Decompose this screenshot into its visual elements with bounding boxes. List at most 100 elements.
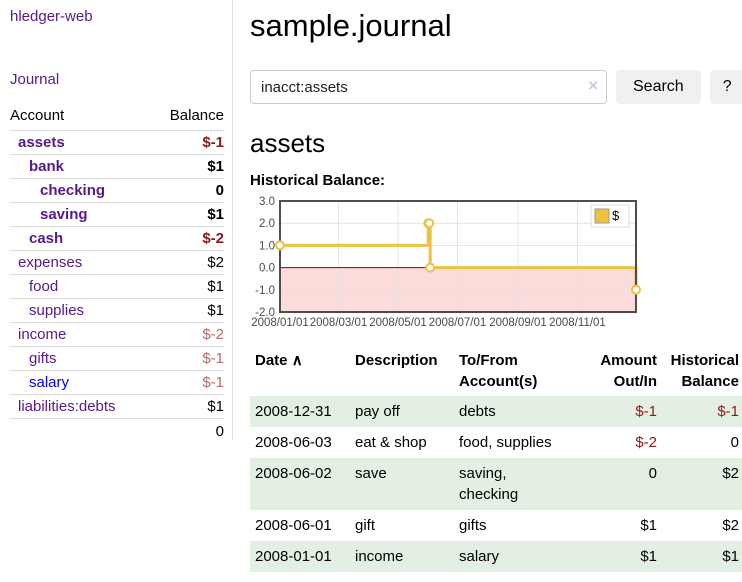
transaction-amount: $-1 (635, 403, 657, 420)
y-axis-tick-label: 1.0 (259, 240, 275, 252)
y-axis-tick-label: 2.0 (259, 218, 275, 230)
account-link-supplies[interactable]: supplies (29, 302, 85, 319)
transaction-date-link[interactable]: 2008-01-01 (255, 548, 332, 565)
accounts-header-account: Account (10, 107, 65, 124)
account-row: assets $-1 (10, 130, 224, 155)
register-header-historical: Historical Balance (670, 352, 739, 390)
transaction-description: save (355, 465, 387, 482)
search-box: × (250, 70, 607, 104)
account-row: supplies $1 (10, 298, 224, 323)
register-header-tofrom: To/From Account(s) (459, 352, 538, 390)
transaction-accounts: gifts (459, 517, 487, 534)
transaction-date-link[interactable]: 2008-06-02 (255, 465, 332, 482)
register-table: Date ∧ Description To/From Account(s) Am… (250, 346, 742, 572)
account-link-checking[interactable]: checking (40, 182, 106, 199)
x-axis-tick-label: 2008/07/01 (429, 317, 487, 329)
data-point-marker (275, 240, 285, 251)
account-link-salary[interactable]: salary (29, 374, 70, 391)
transaction-description: eat & shop (355, 434, 427, 451)
transaction-row: 2008-01-01 income salary $1 $1 (250, 541, 742, 572)
transaction-balance: 0 (730, 434, 739, 451)
account-balance: $1 (207, 278, 224, 295)
sort-ascending-icon: ∧ (291, 352, 303, 369)
account-row: food $1 (10, 274, 224, 299)
account-link-saving[interactable]: saving (40, 206, 88, 223)
data-point-marker (425, 262, 436, 273)
accounts-table: Account Balance assets $-1 bank $1 check… (10, 102, 224, 444)
search-input[interactable] (250, 70, 607, 104)
data-point-marker (424, 218, 435, 229)
chart-border (279, 200, 637, 313)
account-row: salary $-1 (10, 370, 224, 395)
transaction-accounts: salary (459, 548, 500, 565)
transaction-description: income (355, 548, 404, 565)
account-balance: $1 (207, 302, 224, 319)
transaction-date-link[interactable]: 2008-12-31 (255, 403, 332, 420)
legend-label: $ (612, 208, 620, 223)
account-link-liabilities-debts[interactable]: liabilities:debts (18, 398, 116, 415)
search-bar: × Search ? (250, 70, 742, 104)
register-header-date[interactable]: Date ∧ (255, 352, 303, 369)
account-row: gifts $-1 (10, 346, 224, 371)
transaction-description: pay off (355, 403, 400, 420)
transaction-accounts: debts (459, 403, 496, 420)
register-header-row: Date ∧ Description To/From Account(s) Am… (250, 346, 742, 396)
account-balance: $1 (207, 206, 224, 223)
transaction-balance: $2 (722, 517, 739, 534)
page-title: sample.journal (250, 8, 452, 43)
account-balance: $-1 (202, 134, 224, 151)
account-link-assets[interactable]: assets (18, 134, 65, 151)
transaction-date-link[interactable]: 2008-06-01 (255, 517, 332, 534)
accounts-header-row: Account Balance (10, 102, 224, 131)
transaction-amount: 0 (648, 465, 657, 482)
transaction-row: 2008-06-01 gift gifts $1 $2 (250, 510, 742, 541)
account-balance: 0 (215, 182, 224, 199)
account-balance: $-1 (202, 374, 224, 391)
sidebar: hledger-web Journal Account Balance asse… (0, 0, 233, 440)
account-link-food[interactable]: food (29, 278, 59, 295)
account-row: saving $1 (10, 202, 224, 227)
account-heading: assets (250, 128, 326, 158)
x-axis-tick-label: 2008/11/01 (549, 317, 606, 329)
transaction-accounts: food, supplies (459, 434, 552, 451)
account-link-income[interactable]: income (18, 326, 67, 343)
y-axis-tick-label: 3.0 (259, 196, 275, 208)
account-balance: $1 (207, 398, 224, 415)
account-balance: $-2 (202, 326, 224, 343)
transaction-amount: $1 (640, 517, 657, 534)
x-axis-tick-label: 2008/09/01 (489, 317, 547, 329)
account-link-expenses[interactable]: expenses (18, 254, 83, 271)
transaction-amount: $-2 (635, 434, 657, 451)
transaction-date-link[interactable]: 2008-06-03 (255, 434, 332, 451)
account-link-bank[interactable]: bank (29, 158, 65, 175)
account-row: cash $-2 (10, 226, 224, 251)
chart-title: Historical Balance: (250, 172, 386, 189)
brand-link[interactable]: hledger-web (10, 8, 93, 25)
accounts-total-balance: 0 (215, 423, 224, 440)
transaction-balance: $-1 (717, 403, 739, 420)
accounts-header-balance: Balance (169, 107, 224, 124)
account-link-gifts[interactable]: gifts (29, 350, 57, 367)
transaction-amount: $1 (640, 548, 657, 565)
main-content: sample.journal × Search ? assets Histori… (233, 0, 742, 572)
account-row: checking 0 (10, 178, 224, 203)
sidebar-item-journal[interactable]: Journal (10, 71, 60, 88)
transaction-row: 2008-12-31 pay off debts $-1 $-1 (250, 396, 742, 427)
account-balance: $2 (207, 254, 224, 271)
y-axis-tick-label: -1.0 (255, 285, 275, 297)
account-balance: $1 (207, 158, 224, 175)
transaction-row: 2008-06-02 save saving, checking 0 $2 (250, 458, 742, 510)
account-row: bank $1 (10, 154, 224, 179)
account-link-cash[interactable]: cash (29, 230, 64, 247)
register-header-description: Description (355, 352, 438, 369)
clear-search-icon[interactable]: × (588, 76, 598, 95)
search-button[interactable]: Search (616, 70, 701, 104)
legend-swatch (594, 208, 610, 224)
transaction-accounts: saving, checking (459, 465, 519, 503)
transaction-balance: $2 (722, 465, 739, 482)
account-row: income $-2 (10, 322, 224, 347)
data-point-marker (631, 284, 641, 295)
help-button[interactable]: ? (709, 70, 742, 104)
